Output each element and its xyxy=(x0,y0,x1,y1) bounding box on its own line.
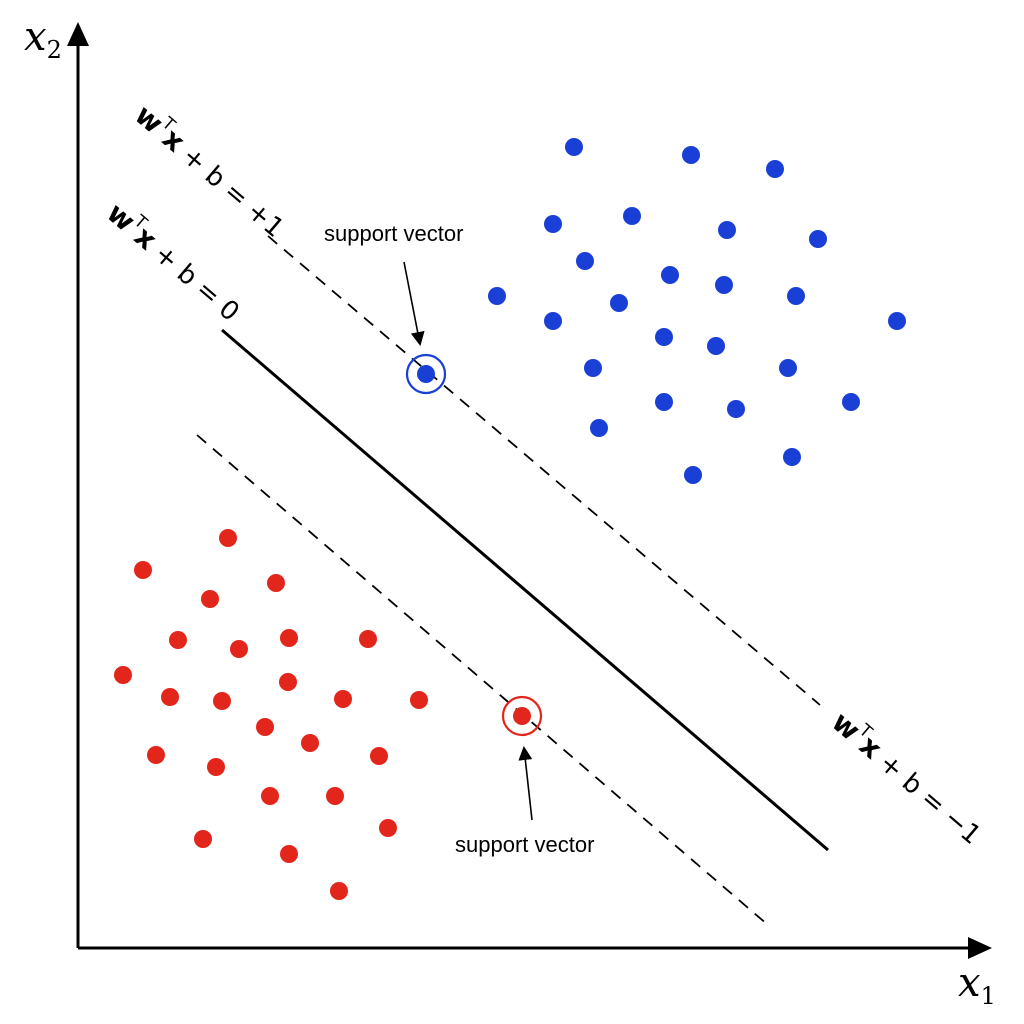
annotations: support vector support vector xyxy=(324,221,594,857)
positive-point-13 xyxy=(787,287,805,305)
x-axis-label-sub: 1 xyxy=(981,982,996,1010)
negative-point-15 xyxy=(256,718,274,736)
decision-boundary-line xyxy=(221,328,829,852)
positive-point-11 xyxy=(488,287,506,305)
positive-point-5 xyxy=(623,207,641,225)
bottom-support-vector-label: support vector xyxy=(455,832,594,857)
negative-point-5 xyxy=(169,631,187,649)
negative-point-24 xyxy=(280,845,298,863)
positive-point-14 xyxy=(888,312,906,330)
negative-point-2 xyxy=(134,561,152,579)
y-axis-arrowhead xyxy=(67,22,89,46)
positive-point-22 xyxy=(842,393,860,411)
bottom-support-vector-pointer xyxy=(518,746,533,821)
negative-point-12 xyxy=(213,692,231,710)
x-axis-label: x1 xyxy=(958,960,996,1010)
negative-point-7 xyxy=(280,629,298,647)
equation-labels: wTx + b = +1 wTx + b = 0 wTx + b = −1 xyxy=(100,98,989,851)
negative-point-3 xyxy=(267,574,285,592)
positive-point-19 xyxy=(779,359,797,377)
positive-point-9 xyxy=(661,266,679,284)
positive-point-15 xyxy=(544,312,562,330)
positive-point-23 xyxy=(590,419,608,437)
negative-point-22 xyxy=(379,819,397,837)
negative-point-11 xyxy=(161,688,179,706)
decision-boundary-equation: wTx + b = 0 xyxy=(100,195,248,328)
positive-point-1 xyxy=(565,138,583,156)
positive-point-16 xyxy=(655,328,673,346)
negative-point-9 xyxy=(114,666,132,684)
negative-margin-equation: wTx + b = −1 xyxy=(825,704,989,851)
positive-point-18 xyxy=(584,359,602,377)
positive-point-2 xyxy=(682,146,700,164)
negative-point-19 xyxy=(370,747,388,765)
negative-point-8 xyxy=(359,630,377,648)
top-support-vector-pointer xyxy=(403,261,425,346)
positive-point-20 xyxy=(655,393,673,411)
positive-point-7 xyxy=(809,230,827,248)
positive-point-6 xyxy=(718,221,736,239)
positive-point-4 xyxy=(544,215,562,233)
positive-support-vector-ring xyxy=(405,353,447,395)
negative-point-20 xyxy=(261,787,279,805)
positive-point-24 xyxy=(783,448,801,466)
positive-class-points xyxy=(488,138,906,484)
positive-point-8 xyxy=(576,252,594,270)
positive-point-17 xyxy=(707,337,725,355)
negative-point-17 xyxy=(147,746,165,764)
negative-point-4 xyxy=(201,590,219,608)
y-axis-label-var: x xyxy=(24,14,47,60)
top-support-vector-label: support vector xyxy=(324,221,463,246)
negative-point-21 xyxy=(326,787,344,805)
negative-point-23 xyxy=(194,830,212,848)
negative-point-10 xyxy=(279,673,297,691)
negative-point-25 xyxy=(330,882,348,900)
hyperplanes xyxy=(196,235,829,926)
negative-point-13 xyxy=(334,690,352,708)
x-axis-label-var: x xyxy=(958,960,981,1006)
y-axis-label: x2 xyxy=(24,14,62,64)
negative-point-16 xyxy=(301,734,319,752)
positive-margin-line xyxy=(267,235,821,706)
negative-support-vector-ring xyxy=(501,695,543,737)
y-axis-label-sub: 2 xyxy=(47,36,62,64)
negative-point-18 xyxy=(207,758,225,776)
positive-point-10 xyxy=(715,276,733,294)
negative-support-vector-point xyxy=(513,707,531,725)
positive-point-21 xyxy=(727,400,745,418)
negative-point-6 xyxy=(230,640,248,658)
positive-point-12 xyxy=(610,294,628,312)
positive-point-25 xyxy=(684,466,702,484)
negative-point-1 xyxy=(219,529,237,547)
positive-support-vector-point xyxy=(417,365,435,383)
x-axis-arrowhead xyxy=(968,937,992,959)
axes: x2 x1 xyxy=(24,14,996,1010)
support-vectors xyxy=(405,353,543,737)
negative-point-14 xyxy=(410,691,428,709)
negative-class-points xyxy=(114,529,428,900)
positive-point-3 xyxy=(766,160,784,178)
